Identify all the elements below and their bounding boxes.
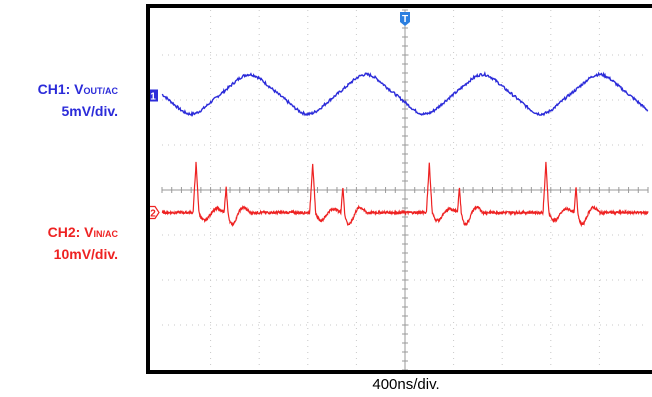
ch1-name: CH1: VOUT/AC xyxy=(0,79,118,101)
ch2-label-prefix: CH2: V xyxy=(47,224,94,240)
channel-markers: 1 2 T xyxy=(147,12,410,220)
ch1-scale: 5mV/div. xyxy=(61,103,118,119)
ch2-waveform xyxy=(161,161,649,228)
ch1-label: CH1: VOUT/AC 5mV/div. xyxy=(0,79,118,121)
ch1-marker-text: 1 xyxy=(150,92,156,103)
oscilloscope-screen: 1 2 T xyxy=(146,4,652,374)
timebase-label: 400ns/div. xyxy=(372,376,440,393)
graticule xyxy=(161,9,649,371)
trigger-marker: T xyxy=(400,12,410,26)
ch1-label-sub: OUT/AC xyxy=(83,86,119,96)
screen-frame xyxy=(146,4,652,374)
ch2-label: CH2: VIN/AC 10mV/div. xyxy=(0,222,118,264)
ch2-label-sub: IN/AC xyxy=(93,229,119,239)
ch1-waveform xyxy=(161,70,649,117)
ch1-marker-box xyxy=(148,89,158,102)
waveforms xyxy=(161,70,649,228)
ch2-marker-text: 2 xyxy=(150,209,156,220)
ch2-scale: 10mV/div. xyxy=(53,246,118,262)
trigger-marker-shape xyxy=(400,12,410,26)
ch1-label-prefix: CH1: V xyxy=(37,81,84,97)
trigger-marker-text: T xyxy=(402,14,408,25)
ch2-name: CH2: VIN/AC xyxy=(0,222,118,244)
ch1-marker: 1 xyxy=(148,89,158,103)
